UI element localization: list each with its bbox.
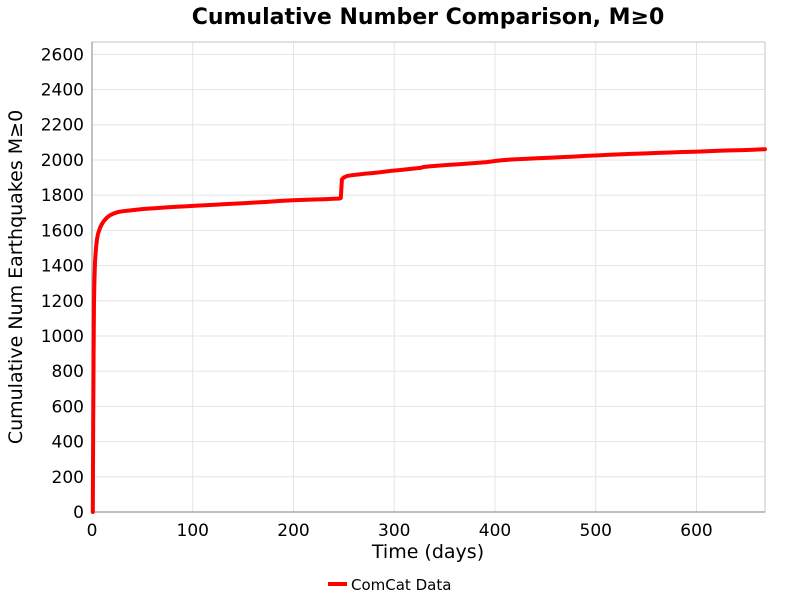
x-tick-label: 500 <box>580 521 612 541</box>
chart-title: Cumulative Number Comparison, M≥0 <box>192 5 665 30</box>
y-tick-label: 400 <box>52 433 84 453</box>
y-tick-label: 1400 <box>41 257 84 277</box>
y-tick-label: 1800 <box>41 186 84 206</box>
y-tick-label: 200 <box>52 468 84 488</box>
y-tick-label: 1200 <box>41 292 84 312</box>
y-tick-label: 2600 <box>41 45 84 65</box>
y-tick-label: 800 <box>52 362 84 382</box>
y-tick-label: 2400 <box>41 81 84 101</box>
y-tick-label: 2000 <box>41 151 84 171</box>
comcat-series-line <box>90 147 767 514</box>
y-tick-label: 2200 <box>41 116 84 136</box>
x-tick-label: 600 <box>680 521 712 541</box>
x-tick-label: 100 <box>177 521 209 541</box>
x-tick-label: 400 <box>479 521 511 541</box>
y-tick-label: 1600 <box>41 221 84 241</box>
grid-layer <box>91 42 765 513</box>
x-axis-label: Time (days) <box>371 541 484 563</box>
y-tick-label: 600 <box>52 397 84 417</box>
x-tick-label: 200 <box>277 521 309 541</box>
legend-label: ComCat Data <box>351 576 451 594</box>
x-tick-label: 0 <box>87 521 98 541</box>
legend: ComCat Data <box>328 576 451 594</box>
y-tick-label: 0 <box>73 503 84 523</box>
x-tick-label: 300 <box>378 521 410 541</box>
y-axis-label: Cumulative Num Earthquakes M≥0 <box>5 110 27 444</box>
tick-labels: 0 100 200 300 400 500 600 0 200 400 600 800 1000 1200… <box>41 45 713 541</box>
y-tick-label: 1000 <box>41 327 84 347</box>
